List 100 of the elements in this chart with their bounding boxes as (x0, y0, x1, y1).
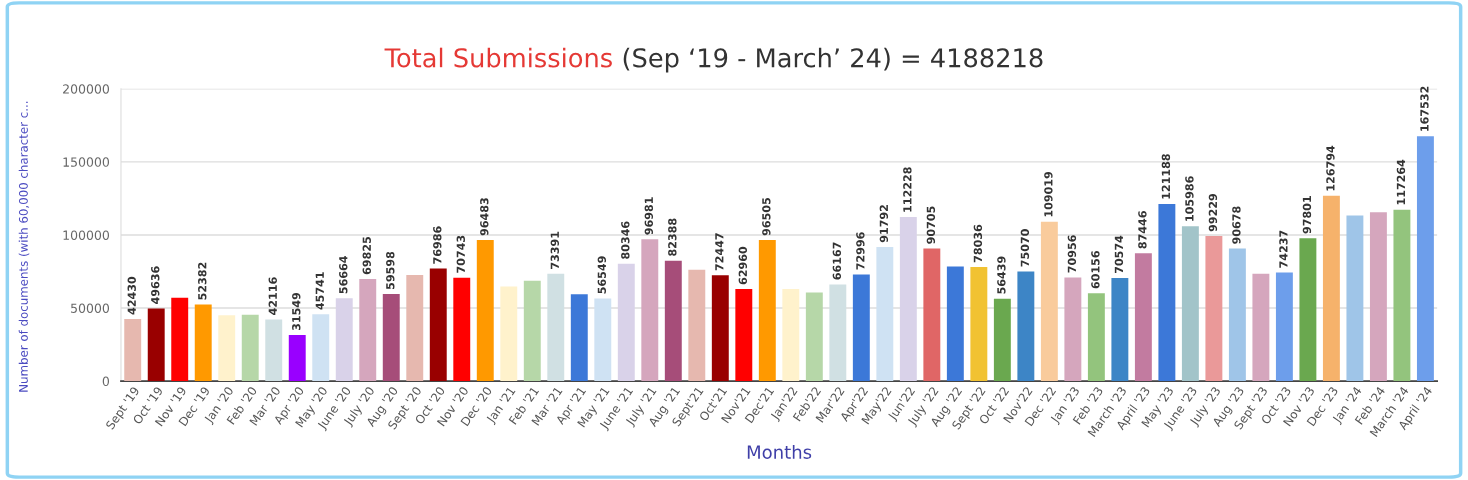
bar (194, 304, 212, 382)
y-tick-label: 50000 (71, 303, 110, 313)
data-label: 121188 (1161, 154, 1171, 199)
bar (758, 240, 776, 382)
bar (1322, 195, 1340, 382)
bar (382, 294, 400, 382)
bar (735, 289, 753, 382)
bar (594, 298, 612, 382)
bar (993, 298, 1011, 382)
bar (523, 280, 541, 382)
bar (1064, 277, 1082, 382)
data-label: 73391 (550, 231, 560, 269)
data-label: 99229 (1208, 193, 1218, 232)
bar (1040, 221, 1058, 382)
data-label: 42116 (268, 277, 277, 315)
bar (1252, 273, 1270, 382)
bar (429, 268, 447, 382)
bar (547, 273, 565, 382)
bar (265, 319, 283, 382)
bar (453, 277, 471, 382)
data-label: 97801 (1302, 196, 1312, 234)
y-axis-title: Number of documents (with 60,000 character c... (18, 101, 30, 392)
data-label: 52382 (198, 262, 207, 300)
data-label: 45741 (315, 272, 324, 310)
bar (1111, 277, 1129, 382)
bar (312, 314, 330, 382)
data-label: 76986 (433, 226, 442, 264)
bar (852, 274, 870, 382)
data-label: 87446 (1138, 211, 1147, 249)
bar (1228, 248, 1246, 382)
bar (218, 315, 236, 382)
data-label: 70956 (1067, 235, 1077, 273)
data-label: 105986 (1185, 176, 1194, 221)
bar (570, 294, 588, 382)
bar (1369, 212, 1387, 382)
data-label: 75070 (1020, 229, 1030, 267)
bar (1393, 209, 1411, 382)
bar (124, 319, 142, 382)
bar (1346, 215, 1364, 382)
bar (711, 275, 729, 382)
data-label: 109019 (1044, 171, 1053, 217)
data-label: 82388 (668, 218, 677, 256)
bar (1416, 136, 1434, 382)
bar (147, 308, 165, 382)
bar (1299, 238, 1317, 382)
bar (946, 266, 964, 382)
data-label: 96981 (644, 197, 654, 235)
bar (829, 284, 847, 382)
data-label: 56664 (339, 255, 348, 294)
data-label: 70743 (456, 235, 465, 273)
data-label: 31549 (292, 292, 301, 331)
y-tick-label: 0 (102, 376, 110, 387)
bar (1158, 203, 1176, 382)
data-label: 117264 (1396, 159, 1406, 205)
bar (923, 248, 941, 382)
bar (500, 286, 518, 382)
bar (664, 260, 682, 382)
bar (641, 239, 659, 382)
bar (359, 279, 377, 382)
data-label: 42430 (127, 276, 136, 315)
y-tick-label: 200000 (63, 84, 110, 94)
data-label: 62960 (738, 246, 748, 285)
y-tick-label: 150000 (63, 157, 110, 167)
data-label: 70574 (1114, 235, 1124, 274)
bar (782, 288, 800, 382)
data-label: 167532 (1420, 86, 1429, 131)
data-label: 112228 (903, 167, 912, 212)
bar (970, 267, 988, 382)
bar (1205, 236, 1223, 382)
bar (476, 240, 494, 382)
bar (876, 246, 894, 382)
data-label: 60156 (1091, 250, 1100, 289)
data-label: 72447 (715, 233, 724, 271)
data-label: 49636 (151, 266, 160, 304)
y-tick-label: 100000 (63, 230, 110, 240)
bar (406, 275, 424, 382)
bar (288, 335, 306, 382)
chart-subtitle: (Sep ‘19 - March’ 24) = 4188218 (623, 47, 1043, 73)
bar (805, 292, 823, 382)
data-label: 69825 (362, 237, 371, 275)
bar (1181, 226, 1199, 382)
chart-title: Total Submissions (384, 47, 612, 68)
data-label: 96505 (762, 198, 771, 236)
data-label: 59598 (386, 251, 395, 289)
bar (1134, 253, 1152, 382)
data-label: 66167 (832, 242, 842, 280)
data-label: 96483 (480, 198, 489, 236)
data-label: 90705 (926, 206, 936, 244)
data-label: 56439 (997, 256, 1006, 294)
bar (688, 269, 706, 382)
bar (171, 297, 189, 382)
data-label: 56549 (597, 256, 607, 294)
bar (241, 314, 259, 382)
data-label: 126794 (1326, 145, 1335, 191)
data-label: 74237 (1279, 230, 1288, 268)
data-label: 90678 (1232, 206, 1241, 244)
data-label: 72996 (856, 232, 865, 270)
data-label: 91792 (879, 205, 889, 243)
bar (1017, 271, 1035, 382)
x-axis-title: Months (747, 444, 812, 459)
